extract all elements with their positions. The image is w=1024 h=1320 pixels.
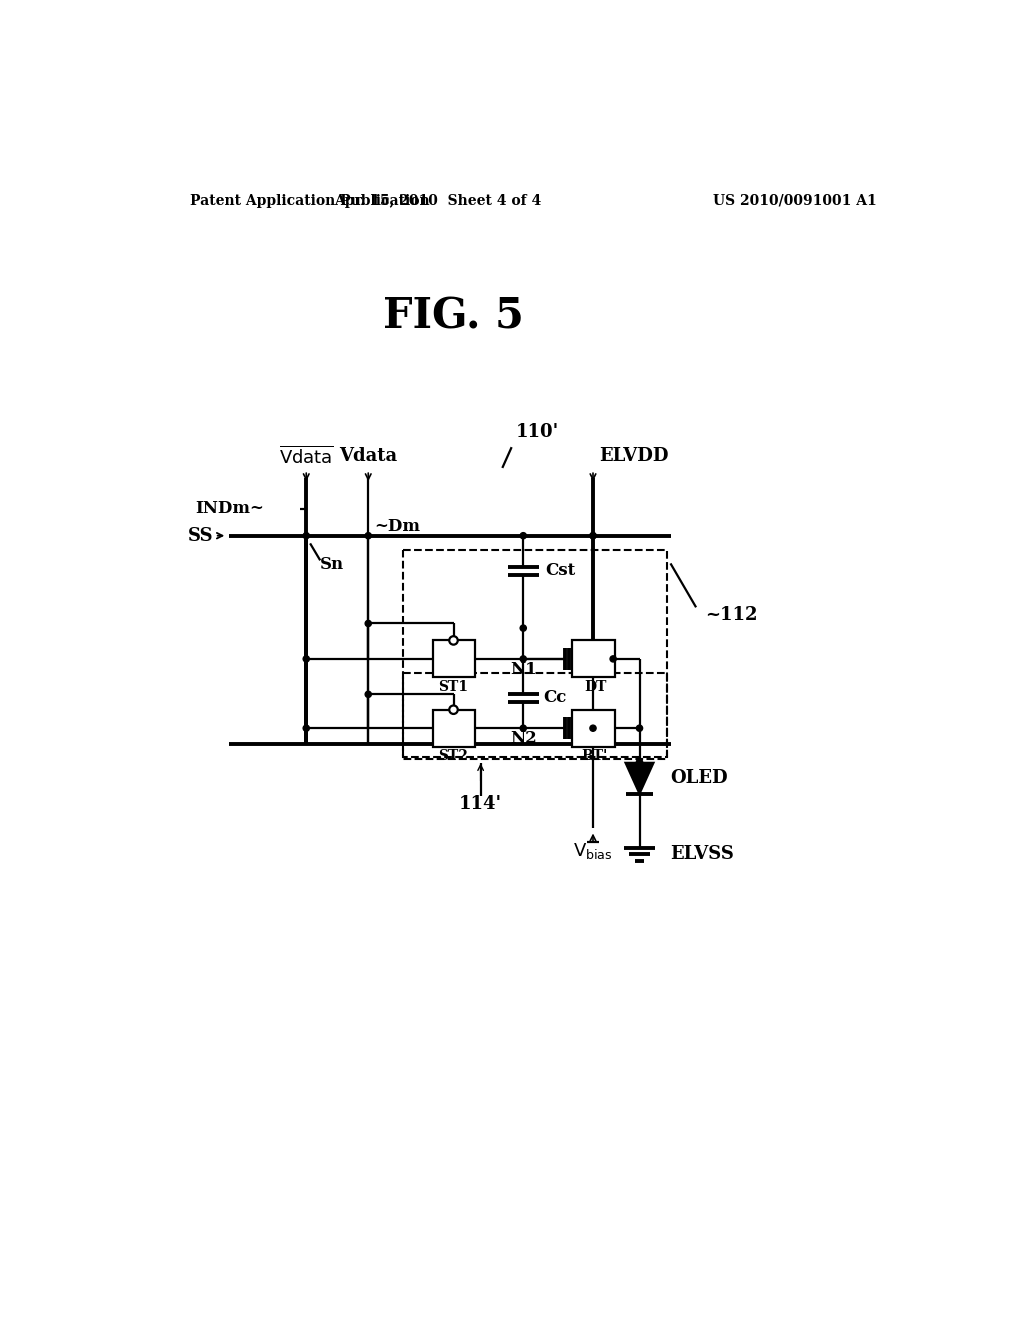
Bar (403, 549, 667, 759)
Bar (572, 640, 614, 677)
Text: N1: N1 (510, 661, 537, 678)
Circle shape (450, 705, 458, 714)
Text: US 2010/0091001 A1: US 2010/0091001 A1 (713, 194, 877, 207)
Text: N2: N2 (510, 730, 537, 747)
Text: ST1: ST1 (438, 680, 469, 693)
Circle shape (520, 656, 526, 663)
Circle shape (590, 532, 596, 539)
Text: OLED: OLED (671, 770, 728, 787)
Circle shape (303, 656, 309, 663)
Polygon shape (626, 763, 653, 793)
Text: ~112: ~112 (706, 606, 758, 624)
Circle shape (366, 692, 372, 697)
Text: ELVSS: ELVSS (671, 846, 734, 863)
Text: Patent Application Publication: Patent Application Publication (190, 194, 430, 207)
Bar (403, 673, 667, 758)
Circle shape (303, 725, 309, 731)
Text: ELVDD: ELVDD (599, 447, 669, 466)
Circle shape (520, 725, 526, 731)
Text: INDm~: INDm~ (195, 500, 263, 517)
Circle shape (590, 532, 596, 539)
Bar (432, 710, 475, 747)
Circle shape (520, 626, 526, 631)
Text: ~Dm: ~Dm (375, 517, 421, 535)
Circle shape (366, 532, 372, 539)
Text: Sn: Sn (321, 557, 344, 573)
Text: ST2: ST2 (438, 748, 468, 763)
Bar (572, 710, 614, 747)
Text: $\overline{\rm Vdata}$: $\overline{\rm Vdata}$ (279, 445, 334, 467)
Text: 114': 114' (459, 795, 502, 813)
Circle shape (610, 656, 616, 663)
Text: SS: SS (187, 527, 213, 545)
Circle shape (303, 532, 309, 539)
Circle shape (450, 636, 458, 644)
Circle shape (636, 725, 643, 731)
Text: Vdata: Vdata (339, 447, 397, 466)
Circle shape (636, 759, 643, 766)
Text: Apr. 15, 2010  Sheet 4 of 4: Apr. 15, 2010 Sheet 4 of 4 (335, 194, 542, 207)
Bar (432, 640, 475, 677)
Circle shape (366, 620, 372, 627)
Circle shape (520, 532, 526, 539)
Text: 110': 110' (515, 422, 559, 441)
Text: Cst: Cst (545, 562, 575, 579)
Text: Cc: Cc (544, 689, 566, 706)
Text: BT': BT' (582, 748, 607, 763)
Text: DT: DT (584, 680, 606, 693)
Text: FIG. 5: FIG. 5 (383, 296, 524, 337)
Text: $\mathrm{V_{bias}}$: $\mathrm{V_{bias}}$ (573, 841, 612, 862)
Circle shape (590, 725, 596, 731)
